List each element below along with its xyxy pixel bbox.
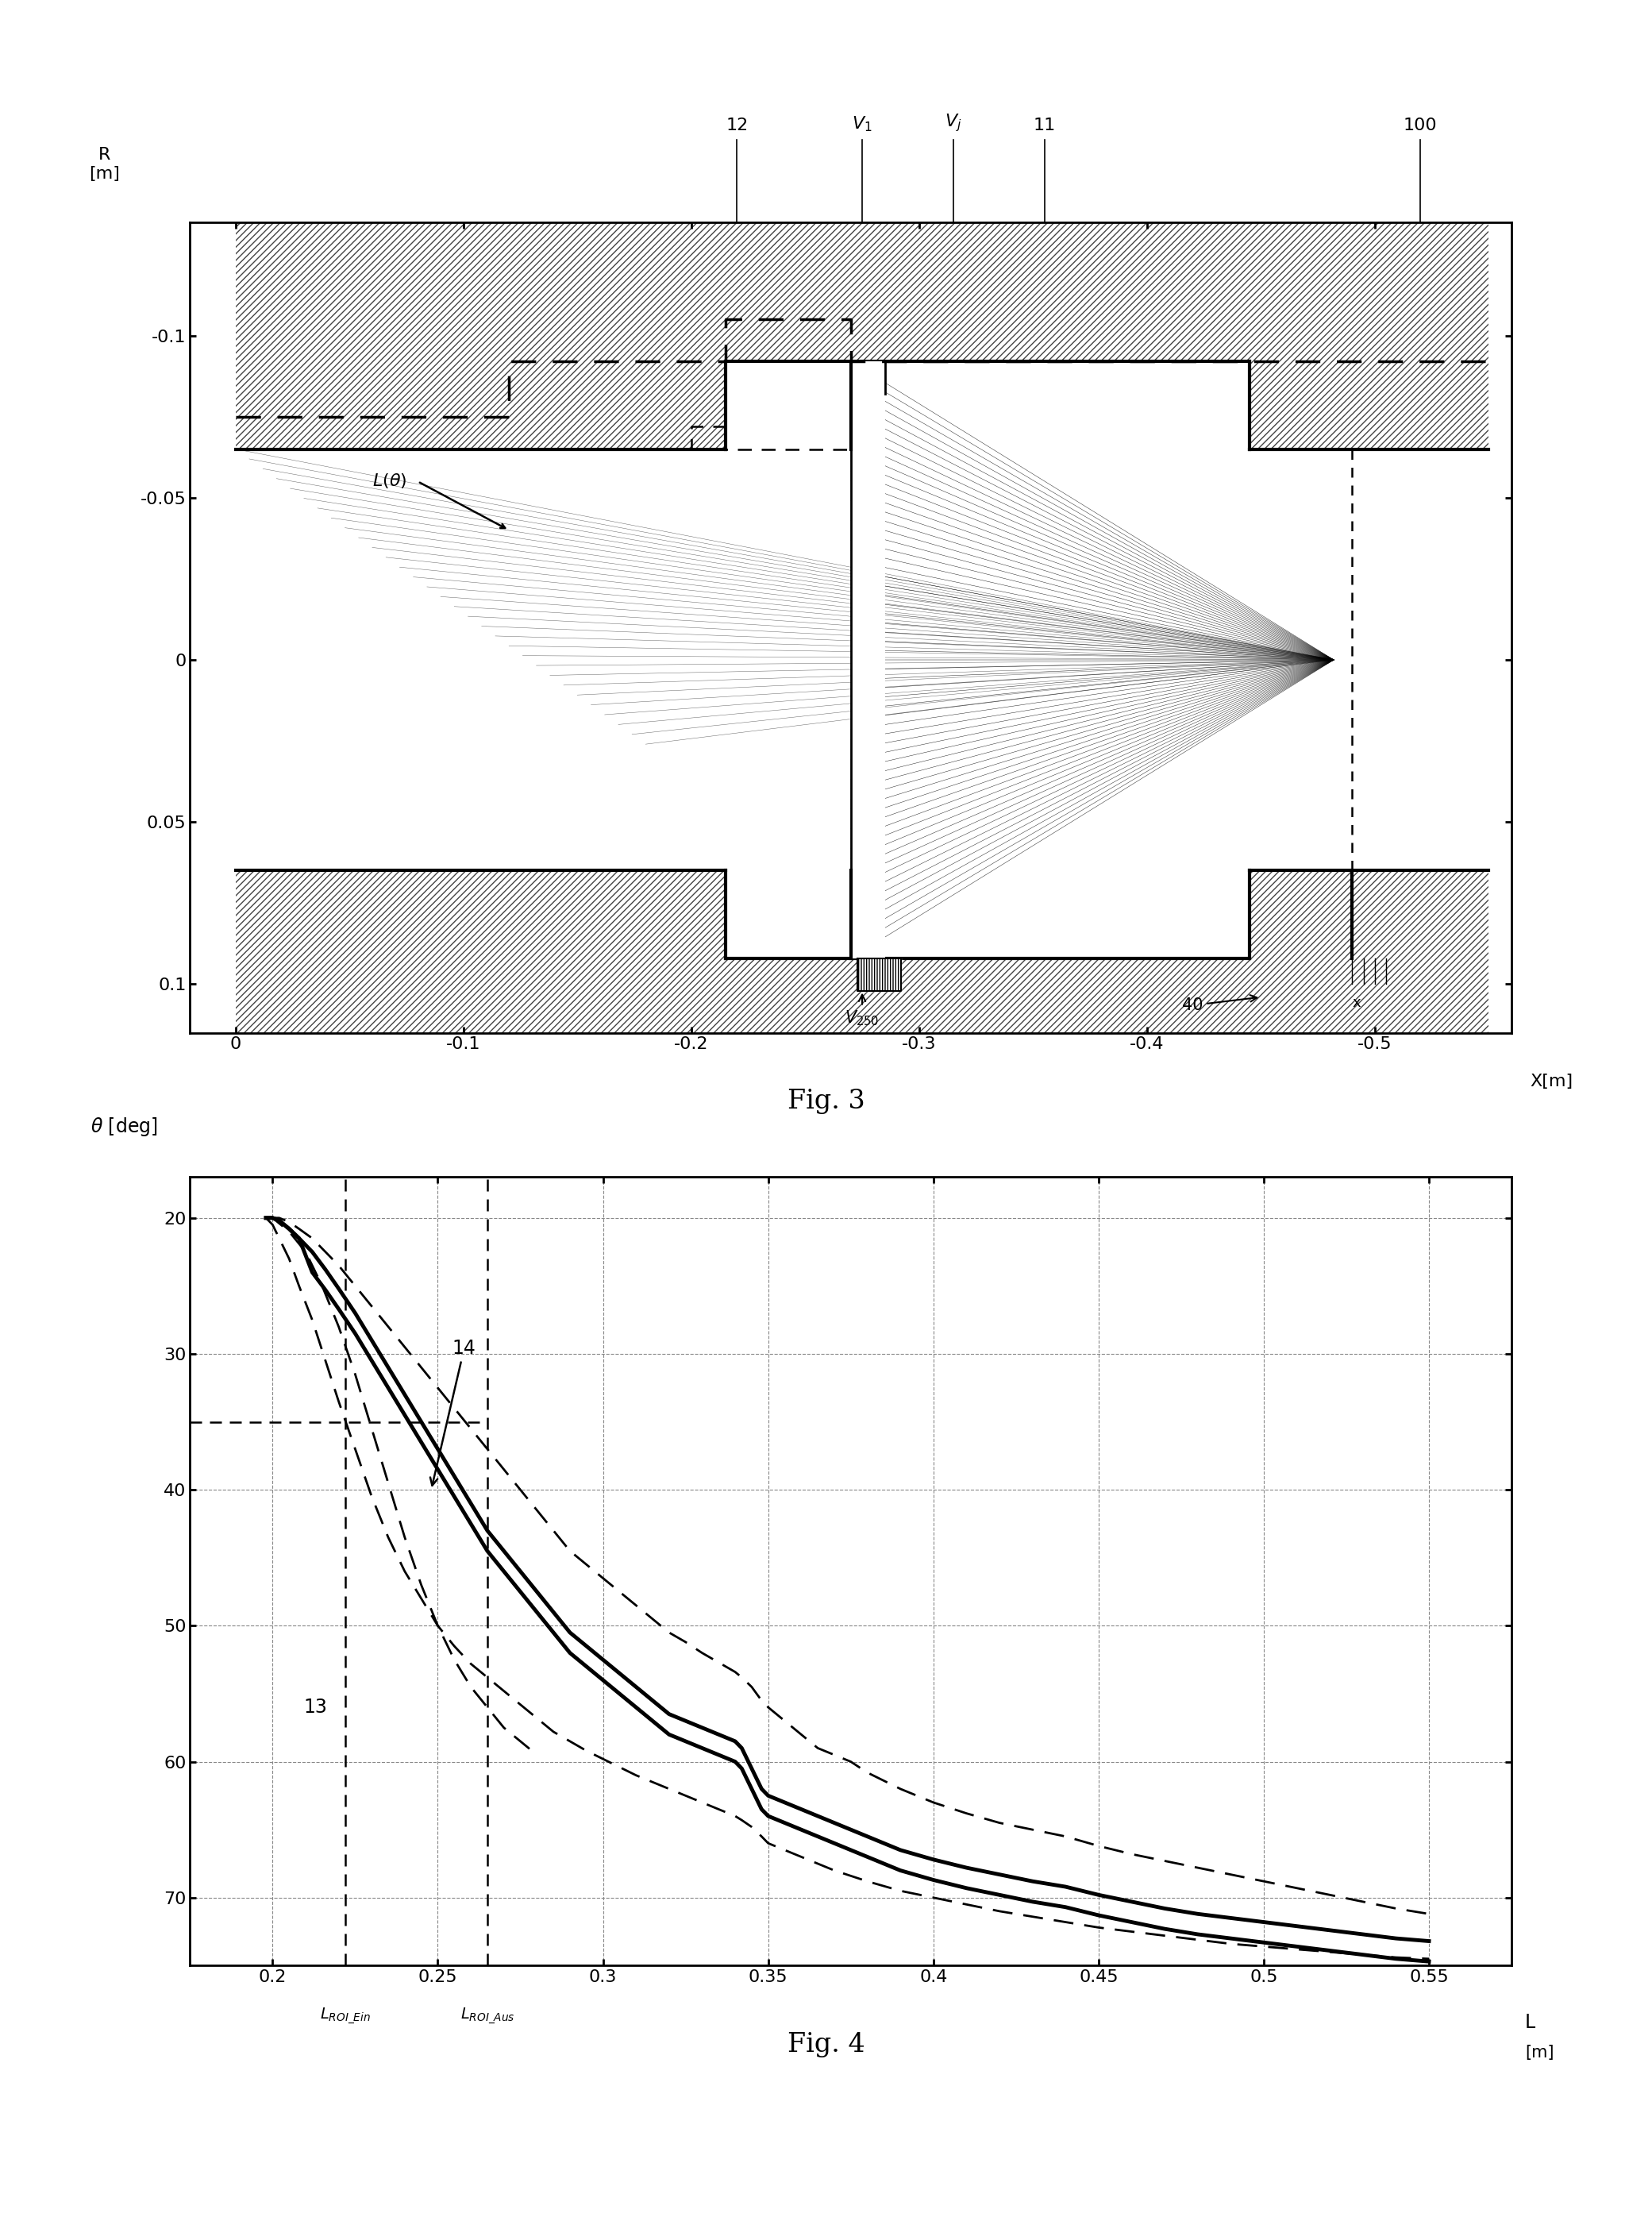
Text: x: x	[1353, 995, 1361, 1011]
Text: [m]: [m]	[1525, 2043, 1555, 2061]
Text: 11: 11	[1032, 118, 1056, 133]
Text: Fig. 3: Fig. 3	[788, 1088, 864, 1113]
Polygon shape	[857, 957, 900, 991]
Text: $\theta$ [deg]: $\theta$ [deg]	[91, 1115, 159, 1137]
Text: $V_1$: $V_1$	[852, 115, 872, 133]
Text: L: L	[1525, 2012, 1535, 2032]
Text: 40: 40	[1183, 995, 1257, 1013]
Text: $L_{ROI\_Ein}$: $L_{ROI\_Ein}$	[320, 2006, 370, 2026]
Text: $L(\theta)$: $L(\theta)$	[372, 471, 406, 491]
Text: 14: 14	[430, 1339, 476, 1486]
Text: $V_j$: $V_j$	[945, 111, 961, 133]
Text: R
[m]: R [m]	[89, 147, 119, 182]
Text: Fig. 4: Fig. 4	[788, 2032, 864, 2057]
Text: $V_{250}$: $V_{250}$	[846, 995, 879, 1028]
Text: $L_{ROI\_Aus}$: $L_{ROI\_Aus}$	[459, 2006, 515, 2026]
Text: 100: 100	[1404, 118, 1437, 133]
X-axis label: X[m]: X[m]	[1530, 1073, 1573, 1088]
Text: 13: 13	[304, 1697, 327, 1717]
Text: 12: 12	[725, 118, 748, 133]
